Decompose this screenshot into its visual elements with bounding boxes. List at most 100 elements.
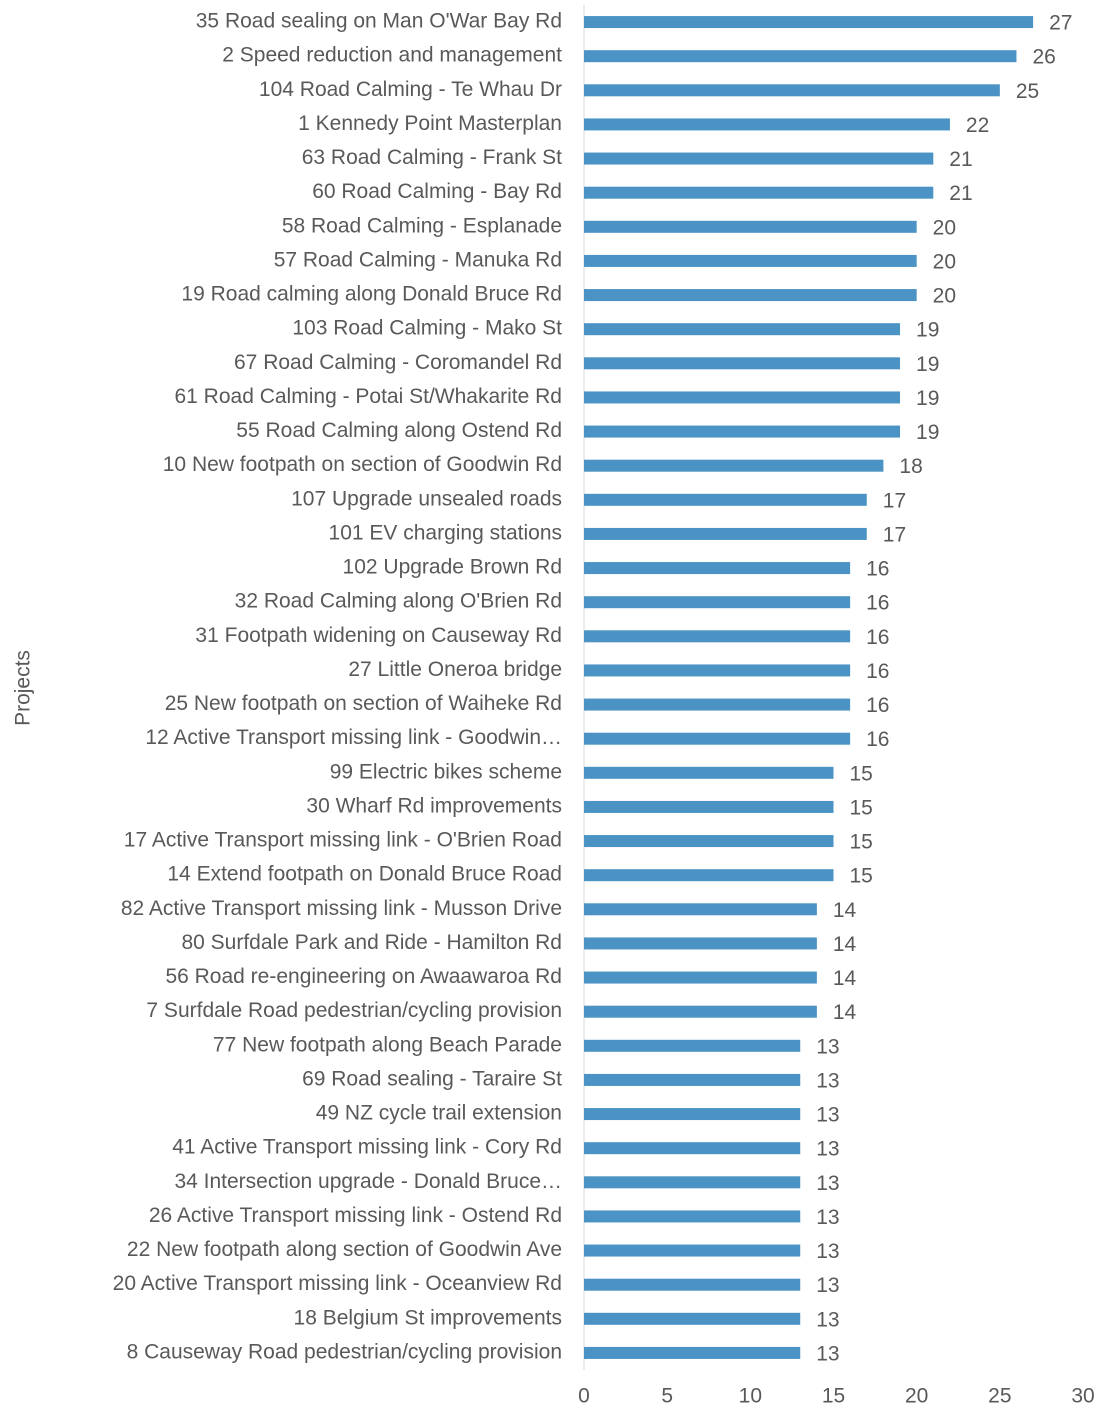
y-tick-label: 18 Belgium St improvements (294, 1306, 562, 1329)
bar (584, 1142, 801, 1155)
value-label: 13 (816, 1104, 839, 1127)
bar (584, 1210, 801, 1223)
value-label: 15 (850, 865, 873, 888)
value-label: 13 (816, 1308, 839, 1331)
y-tick-label: 77 New footpath along Beach Parade (213, 1033, 562, 1056)
y-tick-label: 32 Road Calming along O'Brien Rd (235, 590, 562, 613)
value-label: 16 (866, 694, 889, 717)
y-tick-label: 7 Surfdale Road pedestrian/cycling provi… (146, 999, 562, 1022)
y-tick-label: 102 Upgrade Brown Rd (343, 556, 562, 579)
bar (584, 1005, 817, 1018)
value-label: 14 (833, 933, 857, 956)
bar (584, 562, 851, 575)
y-tick-label: 60 Road Calming - Bay Rd (312, 180, 562, 203)
bar (584, 1244, 801, 1257)
value-label: 15 (850, 831, 873, 854)
y-tick-label: 103 Road Calming - Mako St (292, 317, 562, 340)
value-label: 16 (866, 660, 889, 683)
value-label: 13 (816, 1274, 839, 1297)
value-label: 21 (949, 148, 972, 171)
value-label: 20 (933, 285, 956, 308)
y-tick-label: 69 Road sealing - Taraire St (302, 1067, 562, 1090)
bar (584, 1346, 801, 1359)
bar (584, 186, 934, 199)
value-label: 27 (1049, 12, 1072, 35)
bar (584, 596, 851, 609)
bar (584, 1312, 801, 1325)
bar (584, 254, 917, 267)
value-label: 21 (949, 182, 972, 205)
y-tick-label: 61 Road Calming - Potai St/Whakarite Rd (174, 385, 562, 408)
y-tick-label: 104 Road Calming - Te Whau Dr (259, 78, 562, 101)
bar (584, 1108, 801, 1121)
y-tick-label: 30 Wharf Rd improvements (306, 794, 562, 817)
y-tick-label: 56 Road re-engineering on Awaawaroa Rd (165, 965, 562, 988)
y-tick-label: 2 Speed reduction and management (222, 44, 562, 67)
value-label: 16 (866, 728, 889, 751)
y-tick-label: 82 Active Transport missing link - Musso… (121, 897, 562, 920)
bar (584, 323, 901, 336)
y-axis-label: Projects (12, 650, 35, 726)
value-label: 13 (816, 1069, 839, 1092)
bar (584, 16, 1034, 29)
value-label: 17 (883, 523, 906, 546)
y-tick-label: 49 NZ cycle trail extension (316, 1102, 562, 1125)
value-label: 19 (916, 319, 939, 342)
y-tick-label: 27 Little Oneroa bridge (348, 658, 562, 681)
value-label: 14 (833, 1001, 857, 1024)
bar (584, 118, 950, 131)
x-tick-label: 25 (988, 1385, 1011, 1408)
value-label: 13 (816, 1172, 839, 1195)
y-tick-label: 55 Road Calming along Ostend Rd (236, 419, 562, 442)
y-tick-label: 80 Surfdale Park and Ride - Hamilton Rd (181, 931, 562, 954)
value-label: 13 (816, 1206, 839, 1229)
bar (584, 937, 817, 950)
value-label: 13 (816, 1138, 839, 1161)
bar (584, 1278, 801, 1291)
value-label: 17 (883, 489, 906, 512)
value-label: 16 (866, 626, 889, 649)
bar (584, 800, 834, 813)
y-tick-label: 107 Upgrade unsealed roads (291, 487, 562, 510)
value-label: 19 (916, 387, 939, 410)
value-label: 13 (816, 1035, 839, 1058)
bar (584, 869, 834, 882)
y-tick-label: 20 Active Transport missing link - Ocean… (113, 1272, 562, 1295)
y-tick-label: 26 Active Transport missing link - Osten… (149, 1204, 562, 1227)
y-tick-label: 101 EV charging stations (329, 521, 562, 544)
y-tick-label: 14 Extend footpath on Donald Bruce Road (167, 863, 562, 886)
bar (584, 425, 901, 438)
y-tick-label: 99 Electric bikes scheme (330, 760, 562, 783)
bar (584, 391, 901, 404)
y-tick-label: 8 Causeway Road pedestrian/cycling provi… (127, 1340, 562, 1363)
value-label: 14 (833, 967, 857, 990)
bar (584, 84, 1000, 97)
bar (584, 630, 851, 643)
y-tick-label: 58 Road Calming - Esplanade (282, 214, 562, 237)
y-tick-label: 67 Road Calming - Coromandel Rd (234, 351, 562, 374)
value-label: 20 (933, 216, 956, 239)
value-label: 15 (850, 796, 873, 819)
bar (584, 698, 851, 711)
y-tick-label: 63 Road Calming - Frank St (302, 146, 562, 169)
x-tick-label: 15 (822, 1385, 845, 1408)
y-tick-label: 17 Active Transport missing link - O'Bri… (124, 829, 562, 852)
y-tick-label: 34 Intersection upgrade - Donald Bruce… (174, 1170, 562, 1193)
y-tick-label: 10 New footpath on section of Goodwin Rd (163, 453, 562, 476)
x-tick-label: 0 (578, 1385, 590, 1408)
bar (584, 1073, 801, 1086)
value-label: 22 (966, 114, 989, 137)
value-label: 26 (1032, 46, 1055, 69)
bar (584, 766, 834, 779)
bar (584, 903, 817, 916)
value-label: 14 (833, 899, 857, 922)
bar (584, 152, 934, 165)
x-tick-label: 20 (905, 1385, 928, 1408)
y-tick-label: 1 Kennedy Point Masterplan (298, 112, 562, 135)
y-tick-label: 25 New footpath on section of Waiheke Rd (165, 692, 562, 715)
y-tick-label: 22 New footpath along section of Goodwin… (127, 1238, 562, 1261)
x-tick-label: 30 (1071, 1385, 1094, 1408)
value-label: 13 (816, 1342, 839, 1365)
value-label: 25 (1016, 80, 1039, 103)
